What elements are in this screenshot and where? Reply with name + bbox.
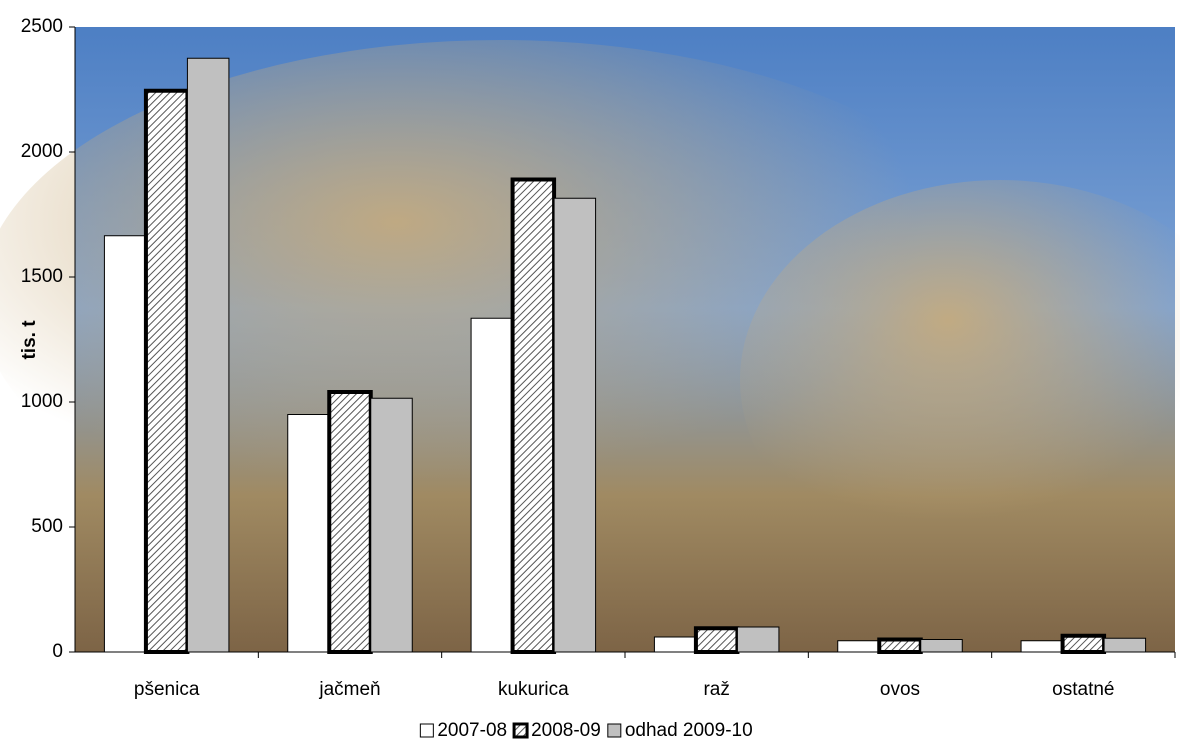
bar bbox=[510, 177, 557, 654]
legend-swatch bbox=[419, 723, 434, 738]
bar bbox=[287, 414, 330, 653]
legend-label: 2008-09 bbox=[531, 720, 601, 741]
x-tick-label: raž bbox=[703, 679, 729, 700]
photo-decoration bbox=[740, 180, 1180, 580]
x-tick-label: pšenica bbox=[134, 679, 200, 700]
bar bbox=[1060, 633, 1107, 654]
y-tick-label: 2000 bbox=[21, 141, 63, 162]
y-tick-label: 1000 bbox=[21, 391, 63, 412]
y-tick-label: 1500 bbox=[21, 266, 63, 287]
y-tick-label: 2500 bbox=[21, 16, 63, 37]
legend-label: odhad 2009-10 bbox=[625, 720, 753, 741]
bar bbox=[653, 636, 697, 653]
bar bbox=[553, 197, 597, 653]
x-tick-label: ostatné bbox=[1052, 679, 1114, 700]
legend-label: 2007-08 bbox=[437, 720, 507, 741]
bar bbox=[370, 397, 413, 653]
bar bbox=[920, 639, 963, 653]
bar bbox=[693, 626, 740, 654]
legend: 2007-08 2008-09 odhad 2009-10 bbox=[419, 720, 753, 741]
bar bbox=[877, 637, 923, 654]
y-tick-label: 0 bbox=[52, 641, 63, 662]
x-tick-label: kukurica bbox=[498, 679, 569, 700]
legend-swatch bbox=[607, 723, 622, 738]
y-tick-label: 500 bbox=[31, 516, 63, 537]
x-tick-label: jačmeň bbox=[318, 679, 380, 700]
x-tick-label: ovos bbox=[880, 679, 920, 700]
bar bbox=[470, 317, 514, 653]
bar bbox=[186, 57, 230, 653]
bar bbox=[1020, 640, 1064, 653]
legend-swatch bbox=[512, 722, 529, 739]
y-axis-title: tis. t bbox=[19, 320, 40, 360]
bar bbox=[837, 640, 880, 653]
bar bbox=[327, 390, 373, 654]
bar bbox=[103, 235, 147, 653]
bar bbox=[736, 626, 780, 653]
bar bbox=[1103, 637, 1147, 653]
bar bbox=[143, 88, 190, 654]
